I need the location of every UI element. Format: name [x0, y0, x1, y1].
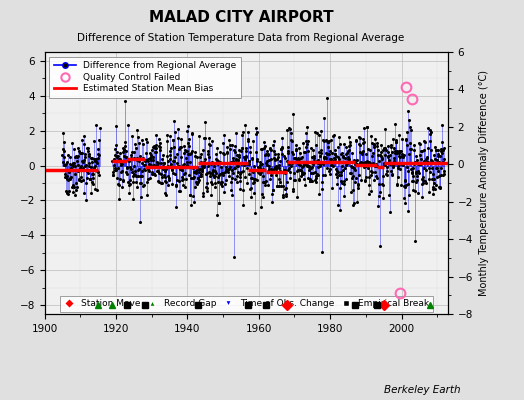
Y-axis label: Monthly Temperature Anomaly Difference (°C): Monthly Temperature Anomaly Difference (…	[478, 70, 489, 296]
Text: Berkeley Earth: Berkeley Earth	[385, 385, 461, 395]
Text: Difference of Station Temperature Data from Regional Average: Difference of Station Temperature Data f…	[78, 32, 405, 42]
Legend: Station Move, Record Gap, Time of Obs. Change, Empirical Break: Station Move, Record Gap, Time of Obs. C…	[60, 296, 433, 312]
Text: MALAD CITY AIRPORT: MALAD CITY AIRPORT	[149, 10, 333, 26]
